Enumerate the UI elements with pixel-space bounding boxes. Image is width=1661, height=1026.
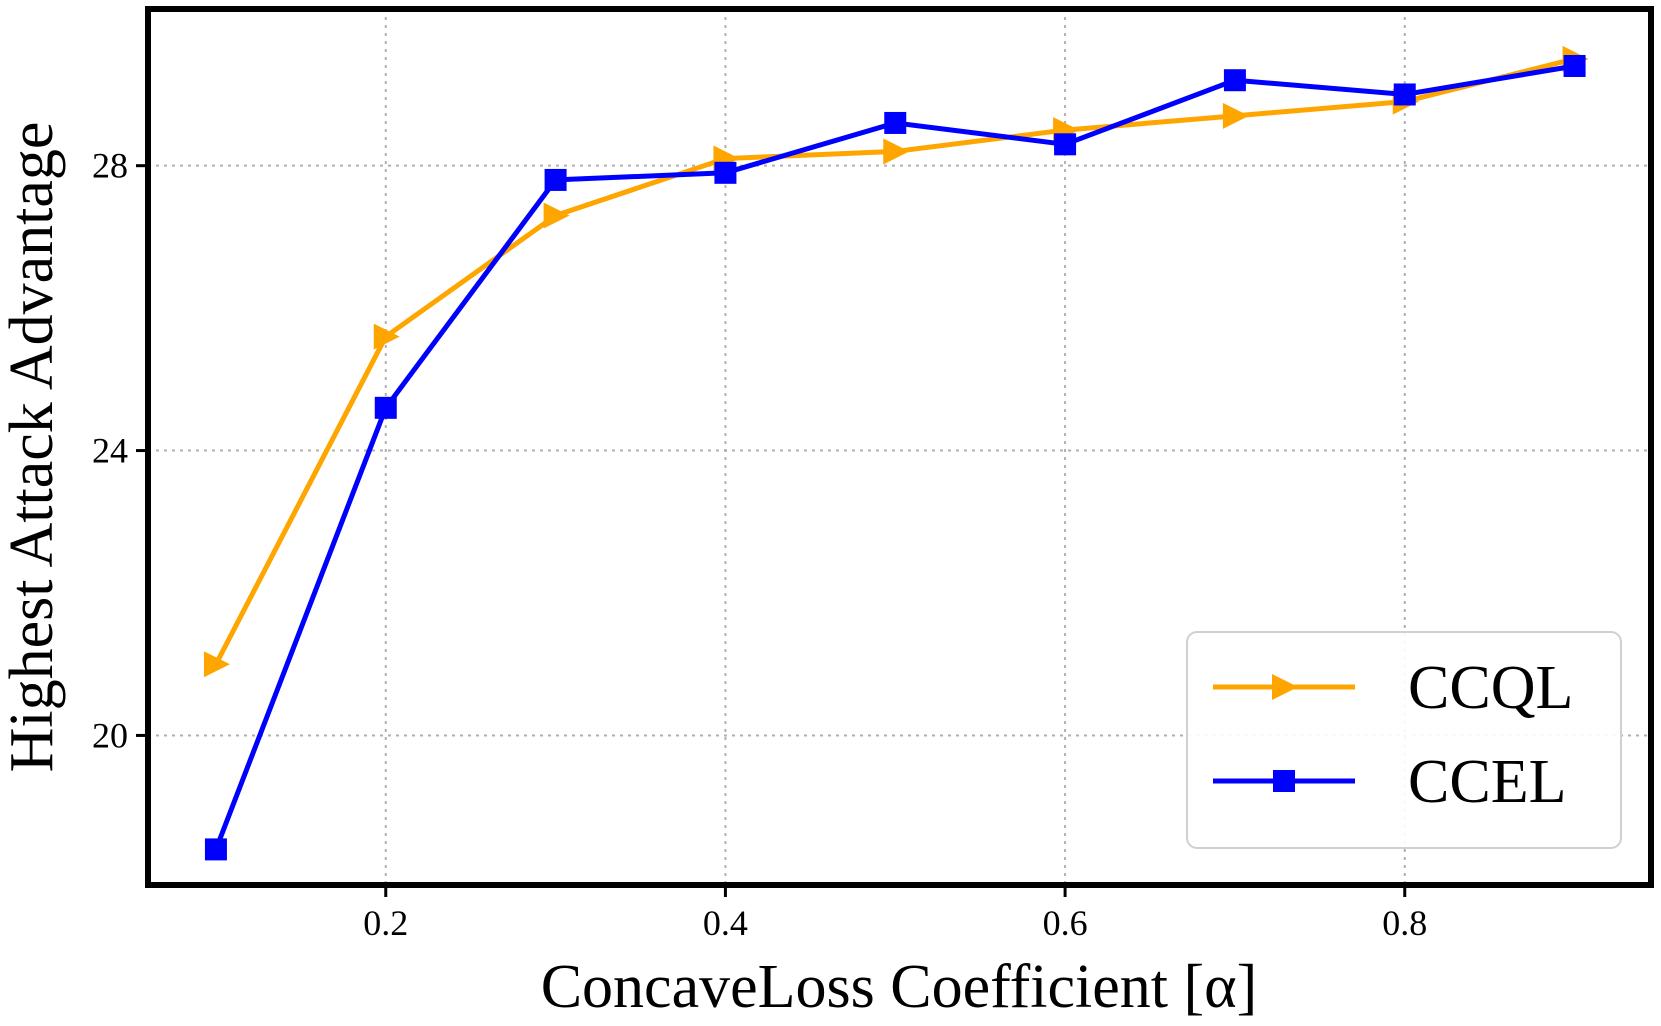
x-tick-label: 0.4 <box>703 903 748 943</box>
series-ccel-point <box>884 111 907 134</box>
series-ccql-point <box>203 651 230 678</box>
series-layer <box>203 45 1589 861</box>
legend-ccel-label: CCEL <box>1408 748 1566 816</box>
legend: CCQL CCEL <box>1186 631 1622 849</box>
series-ccel <box>204 54 1586 861</box>
legend-ccql-marker <box>1272 674 1298 700</box>
series-ccql-point <box>883 138 910 165</box>
series-ccel-point <box>374 396 397 419</box>
series-ccel-point <box>1223 69 1246 92</box>
series-ccel-point <box>1054 133 1077 156</box>
ticks: 0.2 0.4 0.6 0.8 20 24 28 <box>92 146 1427 943</box>
y-axis-label: Highest Attack Advantage <box>0 122 66 773</box>
x-tick-label: 0.6 <box>1043 903 1088 943</box>
x-tick-label: 0.8 <box>1382 903 1427 943</box>
series-ccql-point <box>543 202 570 229</box>
series-ccel-point <box>204 838 227 861</box>
legend-entries: CCQL CCEL <box>1213 654 1573 816</box>
x-axis-label: ConcaveLoss Coefficient [α] <box>541 953 1258 1021</box>
y-tick-label: 20 <box>92 715 128 755</box>
x-tick-label: 0.2 <box>363 903 408 943</box>
series-ccel-point <box>544 168 567 191</box>
legend-ccel-marker <box>1273 770 1295 792</box>
series-ccql-point <box>1222 102 1249 129</box>
series-ccql-point <box>373 323 400 350</box>
series-ccel-point <box>714 161 737 184</box>
series-ccel-point <box>1563 54 1586 77</box>
legend-ccql-label: CCQL <box>1408 654 1573 722</box>
series-ccel-point <box>1393 83 1416 106</box>
y-tick-label: 24 <box>92 431 128 471</box>
y-tick-label: 28 <box>92 146 128 186</box>
plot-frame <box>145 6 1654 888</box>
